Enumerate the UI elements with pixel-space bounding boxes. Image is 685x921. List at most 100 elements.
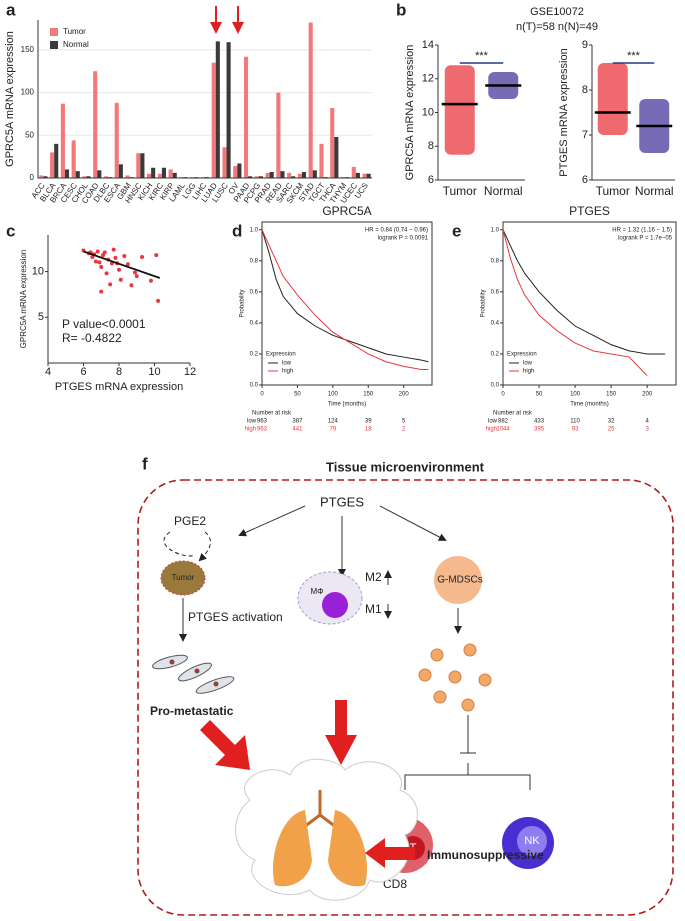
risk-row-label: high: [245, 427, 256, 433]
risk-value: 387: [292, 419, 303, 425]
y-axis-label: GPRC5A mRNA expression: [4, 31, 16, 167]
value-range: [444, 65, 475, 155]
y-tick-label: 0.2: [491, 352, 500, 358]
point: [125, 262, 130, 267]
x-tick-label: Tumor: [443, 184, 477, 198]
node-label: M2: [365, 570, 382, 584]
diagram: Tissue microenvironment PTGES PGE2 Tumor…: [137, 459, 674, 916]
bar: [60, 103, 65, 178]
panel-title: GSE10072: [530, 6, 584, 18]
risk-value: 882: [498, 419, 509, 425]
y-tick-label: 0: [30, 173, 35, 182]
microenvironment-border: [137, 479, 674, 916]
risk-value: 395: [534, 427, 545, 433]
lung: [273, 810, 312, 887]
nk-cell-nucleus: [517, 826, 547, 856]
point: [154, 253, 159, 258]
bar: [82, 176, 87, 178]
point: [111, 247, 116, 252]
point: [99, 265, 104, 269]
bar: [291, 176, 296, 178]
legend-label: low: [523, 361, 533, 367]
x-axis-label: Time (months): [328, 402, 366, 408]
point: [108, 282, 113, 287]
risk-title: Number at risk: [493, 411, 533, 417]
point: [95, 249, 100, 254]
axis: [47, 235, 190, 364]
arrow: [238, 505, 306, 537]
panel-subtitle: n(T)=58 n(N)=49: [516, 21, 598, 33]
x-tick-label: 0: [501, 392, 505, 398]
annotation: logrank P = 1.7e−05: [618, 236, 673, 242]
bar: [211, 62, 216, 179]
point: [134, 274, 139, 279]
risk-value: 4: [645, 419, 649, 425]
panel-label: b: [396, 0, 406, 19]
node-label: CD8: [383, 877, 407, 891]
bar: [308, 22, 313, 178]
point: [99, 289, 104, 294]
node-label: PTGES: [320, 494, 364, 509]
annotation: logrank P = 0.0091: [378, 236, 429, 242]
lung: [328, 810, 367, 887]
y-tick-label: 10: [422, 106, 434, 118]
bar: [265, 172, 270, 178]
tumor-cell: [160, 560, 206, 596]
node-label: Tumor: [172, 573, 195, 582]
bar: [86, 176, 91, 178]
block-arrow: [325, 700, 357, 765]
y-axis-label: Probability: [240, 289, 246, 317]
survival-curve: [502, 229, 666, 355]
chart-title: PTGES: [569, 204, 610, 218]
node-label: G-MDSCs: [437, 575, 483, 586]
plot-frame: [502, 221, 677, 386]
x-tick-label: Normal: [635, 184, 674, 198]
significance-label: ***: [627, 50, 641, 62]
risk-value: 18: [365, 427, 372, 433]
macrophage-nucleus: [322, 592, 348, 618]
bar: [125, 175, 130, 178]
x-tick-label: Tumor: [596, 184, 630, 198]
risk-value: 25: [608, 427, 615, 433]
y-tick-label: 8: [582, 84, 588, 96]
bar: [287, 172, 292, 178]
y-tick-label: 8: [428, 140, 434, 152]
loop-arrow: [163, 531, 211, 560]
x-tick-label: 8: [116, 366, 122, 378]
y-tick-label: 7: [582, 129, 588, 141]
legend-swatch: [50, 28, 58, 36]
bar: [39, 175, 44, 178]
bar: [280, 171, 285, 178]
panel-label: f: [142, 454, 148, 473]
bar: [140, 153, 145, 178]
bar: [168, 169, 173, 178]
chart-title: GPRC5A: [322, 204, 371, 218]
block-arrow: [365, 838, 415, 868]
legend-title: Expression: [507, 352, 537, 358]
x-tick-label: Normal: [484, 184, 523, 198]
legend-label: high: [523, 369, 534, 375]
mdsc-cell: [434, 556, 482, 604]
risk-row-label: low: [488, 419, 498, 425]
bar: [269, 172, 274, 178]
significance-label: ***: [475, 50, 489, 62]
risk-value: 124: [328, 419, 339, 425]
bar: [248, 176, 253, 178]
point: [104, 271, 109, 276]
point: [97, 260, 102, 265]
bar: [161, 167, 166, 178]
y-axis-label: Probability: [481, 289, 487, 317]
bar: [222, 147, 227, 178]
bar: [244, 56, 249, 179]
x-tick-label: 150: [606, 392, 617, 398]
bar: [172, 172, 177, 178]
bar: [319, 143, 324, 178]
bar: [254, 176, 259, 178]
point: [122, 254, 127, 259]
annotation: HR = 1.32 (1.16 − 1.5): [612, 228, 672, 234]
risk-value: 39: [365, 419, 372, 425]
risk-value: 79: [329, 427, 336, 433]
annotation: P value<0.0001: [62, 317, 146, 331]
arrow: [379, 505, 447, 541]
bar: [118, 164, 123, 178]
